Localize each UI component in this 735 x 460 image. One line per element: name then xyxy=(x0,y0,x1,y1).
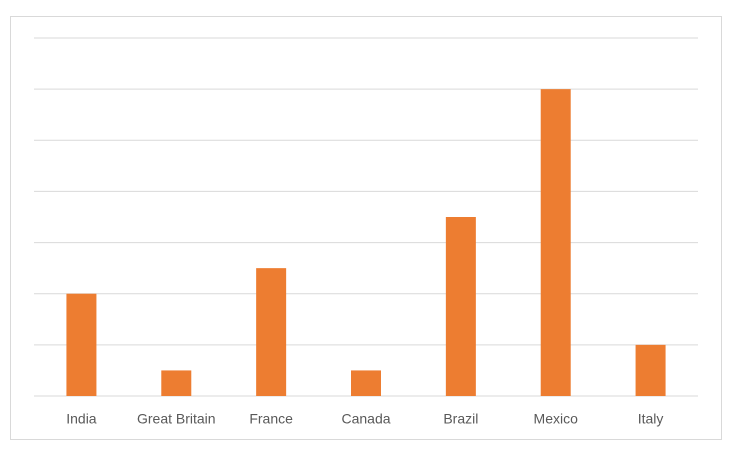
x-tick-label: Brazil xyxy=(443,411,478,427)
bar xyxy=(540,89,571,397)
x-tick-label: Italy xyxy=(638,411,664,427)
chart-border xyxy=(10,16,722,440)
x-tick-label: France xyxy=(249,411,293,427)
x-tick-label: Great Britain xyxy=(137,411,216,427)
bar xyxy=(161,370,192,396)
bar xyxy=(635,344,666,396)
bar xyxy=(445,217,476,396)
x-tick-label: India xyxy=(66,411,97,427)
bar xyxy=(351,370,381,396)
bar xyxy=(66,293,97,396)
x-tick-label: Mexico xyxy=(534,411,579,427)
bar xyxy=(256,268,287,396)
x-tick-label: Canada xyxy=(341,411,390,427)
